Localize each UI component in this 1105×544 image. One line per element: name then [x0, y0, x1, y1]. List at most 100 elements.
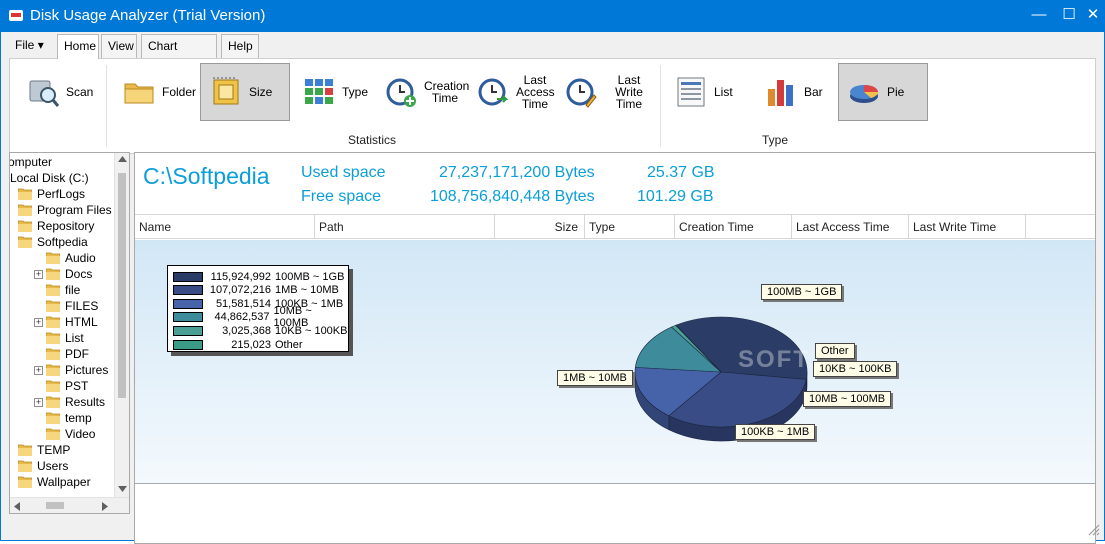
- bar-button[interactable]: Bar: [756, 63, 840, 121]
- folder-icon: [18, 444, 32, 456]
- column-last-access-time[interactable]: Last Access Time: [792, 215, 909, 239]
- legend-swatch: [173, 285, 203, 296]
- tab-chart-options[interactable]: Chart Options: [141, 34, 217, 75]
- legend-swatch: [173, 298, 203, 309]
- close-button[interactable]: ✕: [1086, 6, 1100, 23]
- tree-item[interactable]: Program Files: [18, 202, 112, 218]
- tree-item[interactable]: List: [34, 330, 84, 346]
- tree-vertical-scrollbar[interactable]: [114, 153, 129, 498]
- tab-help[interactable]: Help: [221, 34, 259, 58]
- tree-horizontal-scrollbar[interactable]: [10, 497, 129, 513]
- column-type[interactable]: Type: [585, 215, 675, 239]
- tab-view[interactable]: View: [101, 34, 137, 58]
- watermark: SOFT: [738, 346, 810, 373]
- tree-item[interactable]: omputer: [10, 154, 52, 170]
- folder-icon: [46, 316, 60, 328]
- tree-item[interactable]: temp: [34, 410, 92, 426]
- tree-item[interactable]: PDF: [34, 346, 89, 362]
- folder-icon: [46, 380, 60, 392]
- tree-item[interactable]: Softpedia: [18, 234, 88, 250]
- pie-slice[interactable]: [634, 367, 722, 417]
- tab-file[interactable]: File ▾: [9, 34, 53, 58]
- legend-swatch: [173, 312, 203, 323]
- pie-slice[interactable]: [675, 324, 722, 373]
- creation-time-button[interactable]: Creation Time: [376, 63, 469, 121]
- bar-label: Bar: [804, 85, 823, 99]
- legend-entry: 115,924,992 100MB ~ 1GB: [173, 270, 344, 283]
- tree-item[interactable]: PerfLogs: [18, 186, 85, 202]
- pie-label: Pie: [887, 85, 905, 99]
- pie-slice[interactable]: [668, 371, 807, 428]
- type-grid-icon: [305, 79, 333, 104]
- tree-item-label: HTML: [65, 315, 98, 329]
- expand-icon[interactable]: +: [34, 364, 43, 375]
- tree-item[interactable]: Repository: [18, 218, 94, 234]
- drive-path: C:\Softpedia: [143, 163, 270, 189]
- maximize-button[interactable]: ☐: [1062, 6, 1076, 23]
- column-creation-time[interactable]: Creation Time: [675, 215, 792, 239]
- used-space-gb: 25.37 GB: [647, 164, 715, 181]
- folder-icon: [46, 332, 60, 344]
- tree-item[interactable]: Local Disk (C:): [10, 170, 89, 186]
- folder-icon: [46, 268, 60, 280]
- tree-item[interactable]: + Docs: [34, 266, 92, 282]
- pie-button[interactable]: Pie: [838, 63, 928, 121]
- tree-item-label: Video: [65, 427, 96, 441]
- folder-button[interactable]: Folder: [114, 63, 200, 121]
- slice-label: Other: [815, 343, 855, 359]
- pie-slice[interactable]: [675, 316, 808, 380]
- tree-hscroll-thumb[interactable]: [46, 502, 64, 509]
- tree-item[interactable]: Wallpaper: [18, 474, 91, 490]
- minimize-button[interactable]: —: [1031, 6, 1047, 23]
- folder-icon: [124, 83, 154, 104]
- tree-item[interactable]: Video: [34, 426, 95, 442]
- expand-icon[interactable]: +: [34, 316, 43, 327]
- scroll-up-icon[interactable]: [118, 156, 127, 162]
- used-space-label: Used space: [301, 164, 386, 181]
- tree-item-label: Wallpaper: [37, 475, 91, 489]
- tab-home[interactable]: Home: [57, 34, 99, 59]
- tree-item[interactable]: Audio: [34, 250, 96, 266]
- column-size[interactable]: Size: [495, 215, 585, 239]
- tree-item[interactable]: + Pictures: [34, 362, 108, 378]
- scan-button[interactable]: Scan: [18, 63, 102, 121]
- list-icon: [677, 77, 705, 107]
- window-title: Disk Usage Analyzer (Trial Version): [30, 7, 266, 24]
- tree-item[interactable]: TEMP: [18, 442, 70, 458]
- tree-item[interactable]: Users: [18, 458, 68, 474]
- tree-item[interactable]: + Results: [34, 394, 105, 410]
- scroll-right-icon[interactable]: [102, 502, 108, 511]
- last-write-time-button[interactable]: Last Write Time: [556, 63, 654, 121]
- tree-item-label: List: [65, 331, 84, 345]
- folder-icon: [46, 396, 60, 408]
- list-button[interactable]: List: [666, 63, 750, 121]
- legend-label: 1MB ~ 10MB: [275, 284, 339, 297]
- legend-entry: 3,025,368 10KB ~ 100KB: [173, 324, 347, 337]
- legend-value: 44,862,537: [214, 311, 270, 324]
- tree-item[interactable]: file: [34, 282, 80, 298]
- last-access-time-button[interactable]: Last Access Time: [468, 63, 556, 121]
- column-last-write-time[interactable]: Last Write Time: [909, 215, 1026, 239]
- expand-icon[interactable]: +: [34, 396, 43, 407]
- pie-slice[interactable]: [634, 326, 722, 373]
- expand-icon[interactable]: +: [34, 268, 43, 279]
- column-path[interactable]: Path: [315, 215, 495, 239]
- column-name[interactable]: Name: [135, 215, 315, 239]
- last-access-time-label: Last Access Time: [516, 73, 555, 111]
- last-access-time-icon: [478, 78, 509, 106]
- legend-label: 10MB ~ 100MB: [273, 305, 312, 330]
- tree-item[interactable]: PST: [34, 378, 88, 394]
- size-icon: [213, 77, 239, 105]
- tree-item[interactable]: FILES: [34, 298, 98, 314]
- type-button[interactable]: Type: [294, 63, 374, 121]
- scroll-down-icon[interactable]: [118, 486, 127, 492]
- tree-item-label: Audio: [65, 251, 96, 265]
- resize-grip-icon[interactable]: [1086, 522, 1100, 536]
- legend-value: 107,072,216: [209, 284, 271, 297]
- size-button[interactable]: Size: [200, 63, 290, 121]
- folder-icon: [18, 236, 32, 248]
- tree-vscroll-thumb[interactable]: [118, 173, 126, 398]
- tree-item[interactable]: + HTML: [34, 314, 98, 330]
- scroll-left-icon[interactable]: [14, 502, 20, 511]
- pie-chart-icon: [850, 85, 878, 103]
